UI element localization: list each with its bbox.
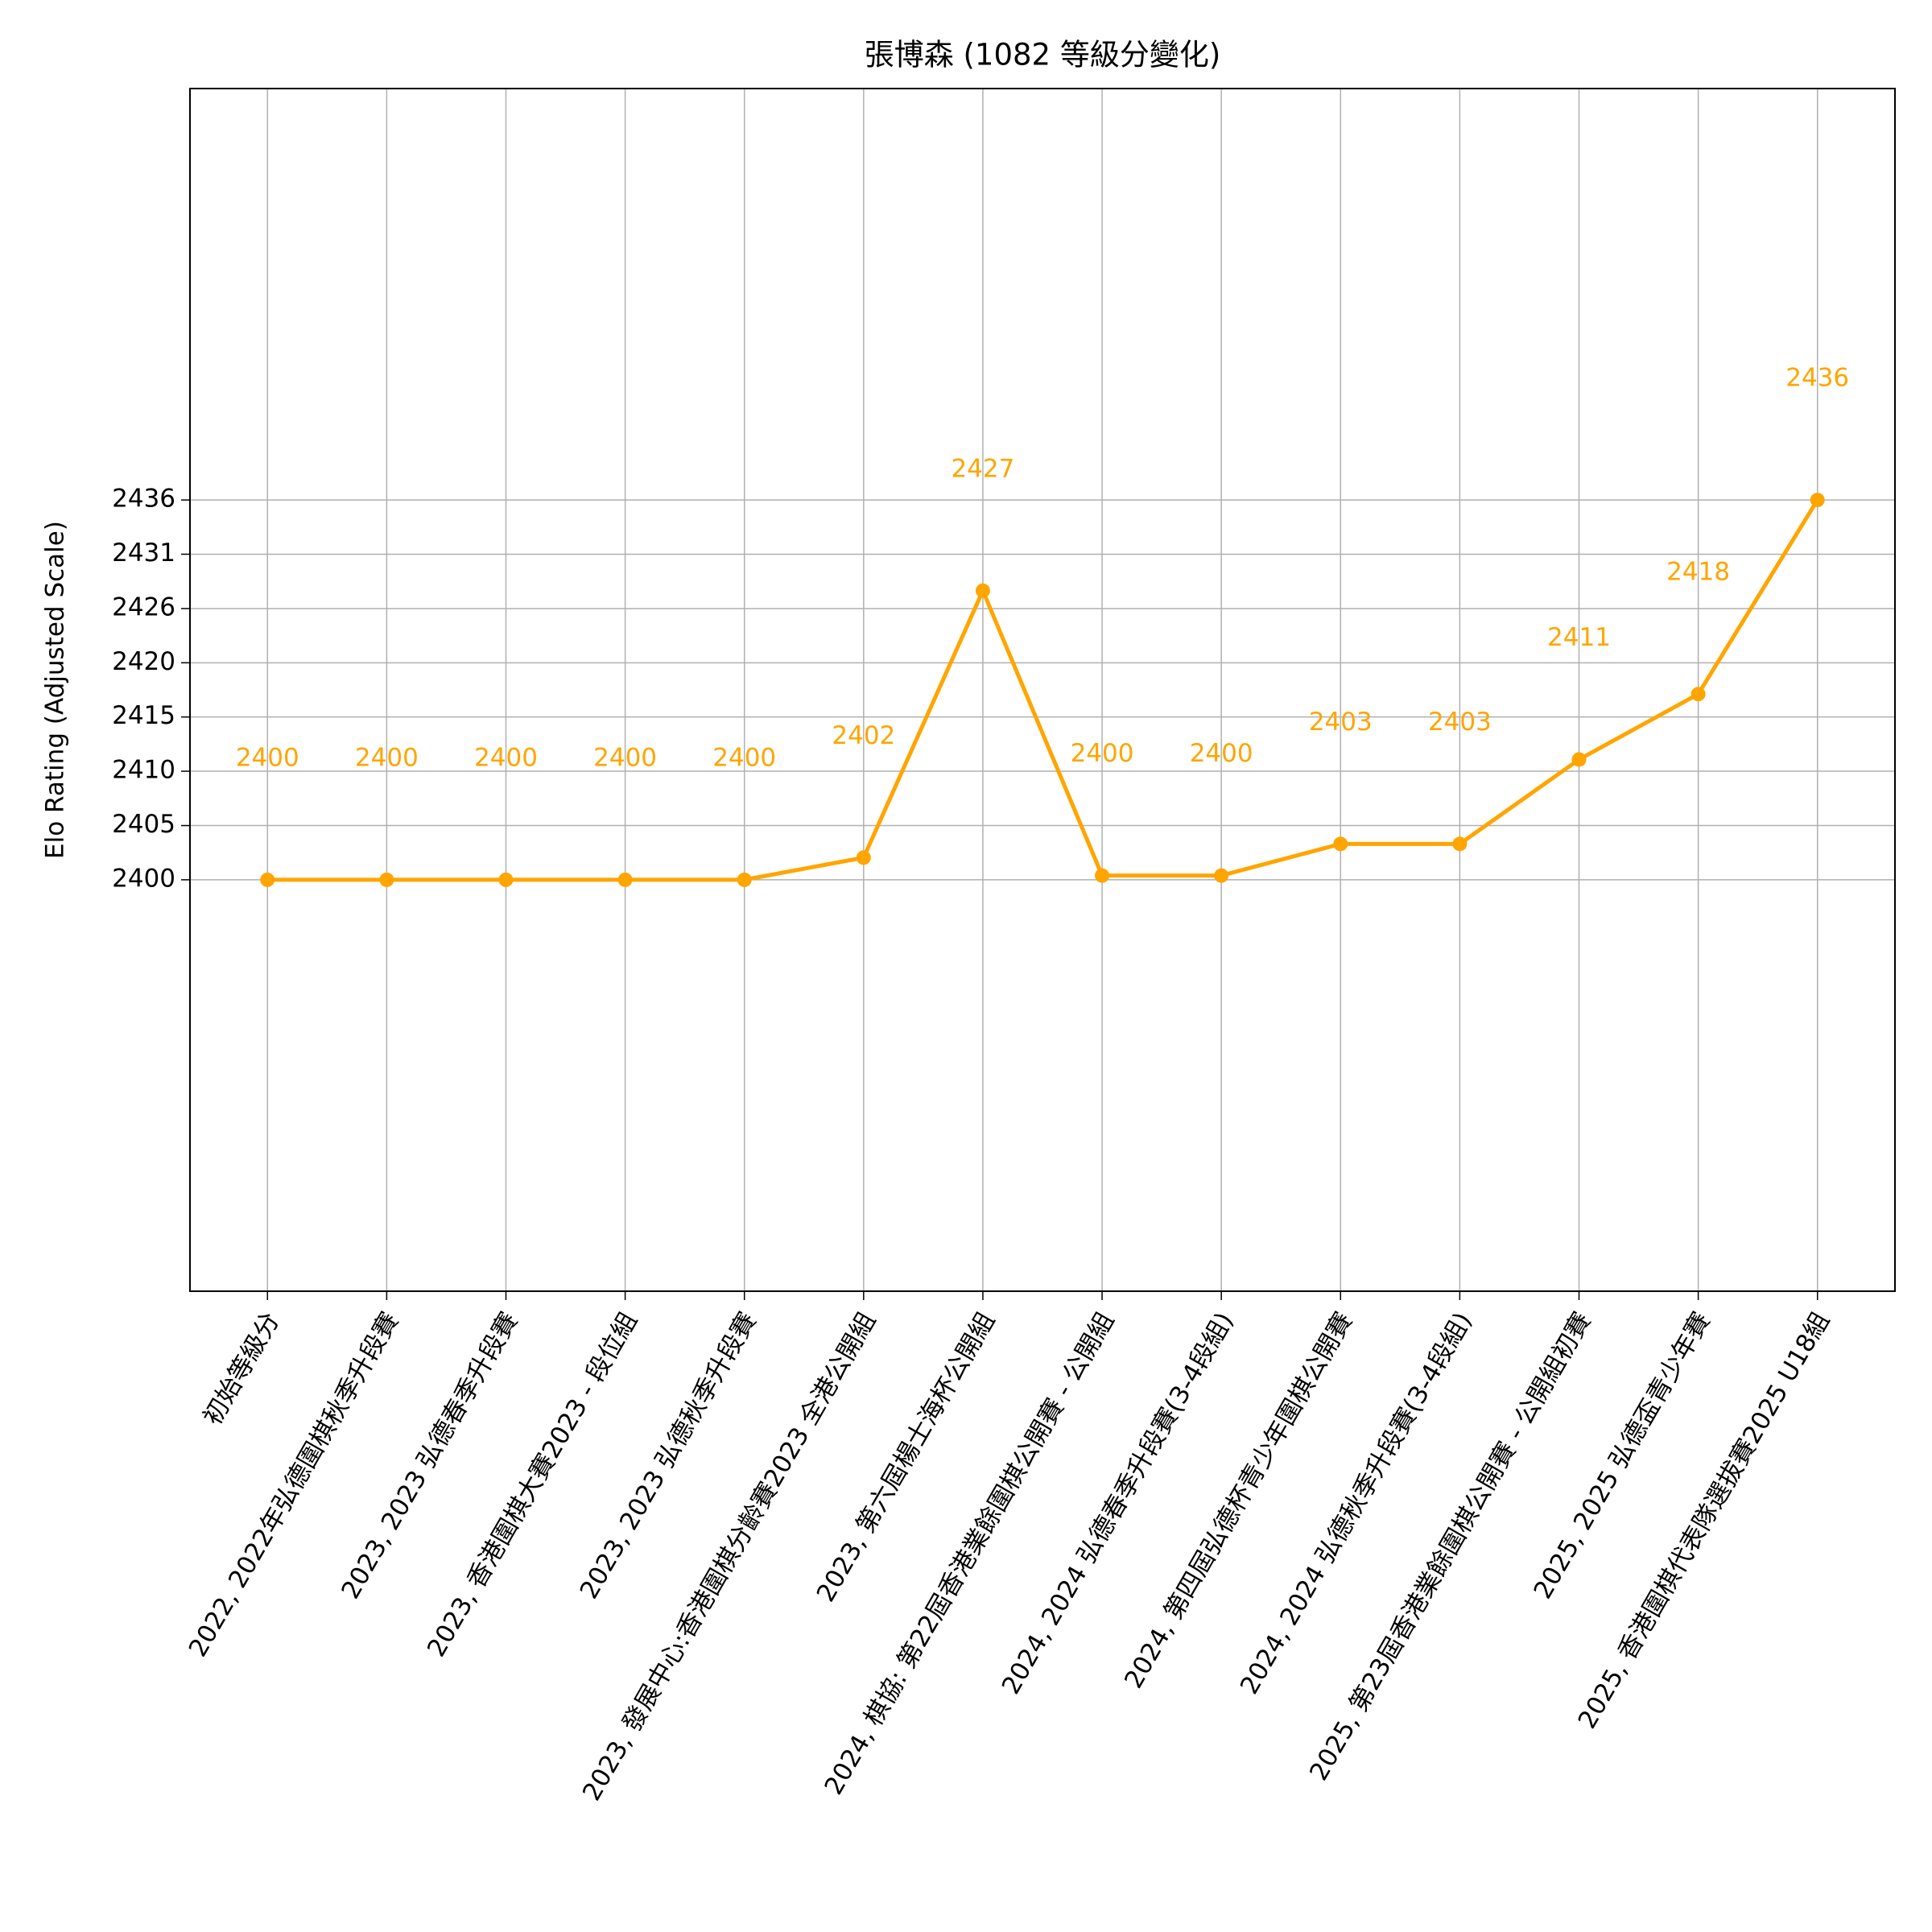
- data-label: 2400: [355, 743, 419, 772]
- data-label: 2403: [1309, 708, 1373, 737]
- point: [1571, 752, 1587, 767]
- point: [1214, 868, 1229, 883]
- y-tick-label: 2420: [112, 647, 175, 676]
- data-label: 2402: [832, 721, 895, 750]
- y-tick-label: 2415: [112, 701, 175, 730]
- y-tick-label: 2436: [112, 485, 175, 514]
- point: [498, 872, 514, 887]
- data-label: 2400: [1190, 739, 1253, 768]
- chart-title: 張博森 (1082 等級分變化): [865, 38, 1221, 72]
- data-label: 2418: [1666, 558, 1730, 587]
- data-label: 2400: [1071, 739, 1134, 768]
- y-tick-label: 2410: [112, 756, 175, 785]
- data-label: 2400: [474, 743, 538, 772]
- data-label: 2403: [1428, 708, 1492, 737]
- data-label: 2400: [712, 743, 776, 772]
- y-tick-label: 2405: [112, 810, 175, 839]
- data-label: 2427: [951, 454, 1014, 483]
- y-tick-label: 2400: [112, 864, 175, 893]
- data-label: 2400: [593, 743, 657, 772]
- point: [260, 872, 275, 887]
- point: [856, 850, 871, 865]
- plot-frame: [189, 88, 1896, 1292]
- data-label: 2400: [236, 743, 299, 772]
- point: [1810, 493, 1825, 508]
- point: [737, 872, 752, 887]
- data-label: 2436: [1785, 364, 1849, 393]
- point: [1333, 836, 1348, 852]
- y-tick-label: 2431: [112, 539, 175, 568]
- point: [1690, 687, 1706, 702]
- point: [379, 872, 394, 887]
- y-tick-label: 2426: [112, 592, 175, 621]
- point: [975, 583, 990, 598]
- point: [617, 872, 633, 887]
- point: [1095, 868, 1110, 883]
- data-label: 2411: [1547, 623, 1611, 652]
- line: [267, 498, 1819, 882]
- y-axis-title: Elo Rating (Adjusted Scale): [41, 521, 70, 859]
- point: [1452, 836, 1468, 852]
